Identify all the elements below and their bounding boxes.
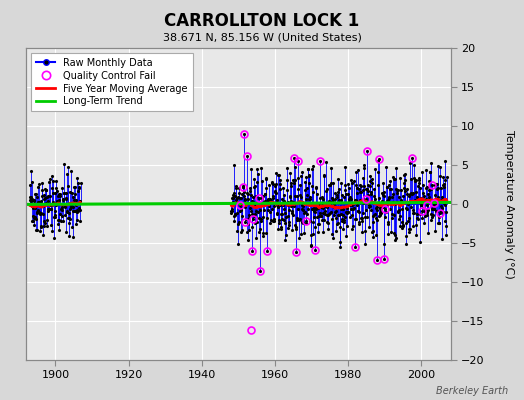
Y-axis label: Temperature Anomaly (°C): Temperature Anomaly (°C): [504, 130, 514, 278]
Text: 38.671 N, 85.156 W (United States): 38.671 N, 85.156 W (United States): [162, 32, 362, 42]
Text: CARROLLTON LOCK 1: CARROLLTON LOCK 1: [165, 12, 359, 30]
Legend: Raw Monthly Data, Quality Control Fail, Five Year Moving Average, Long-Term Tren: Raw Monthly Data, Quality Control Fail, …: [31, 53, 192, 111]
Text: Berkeley Earth: Berkeley Earth: [436, 386, 508, 396]
